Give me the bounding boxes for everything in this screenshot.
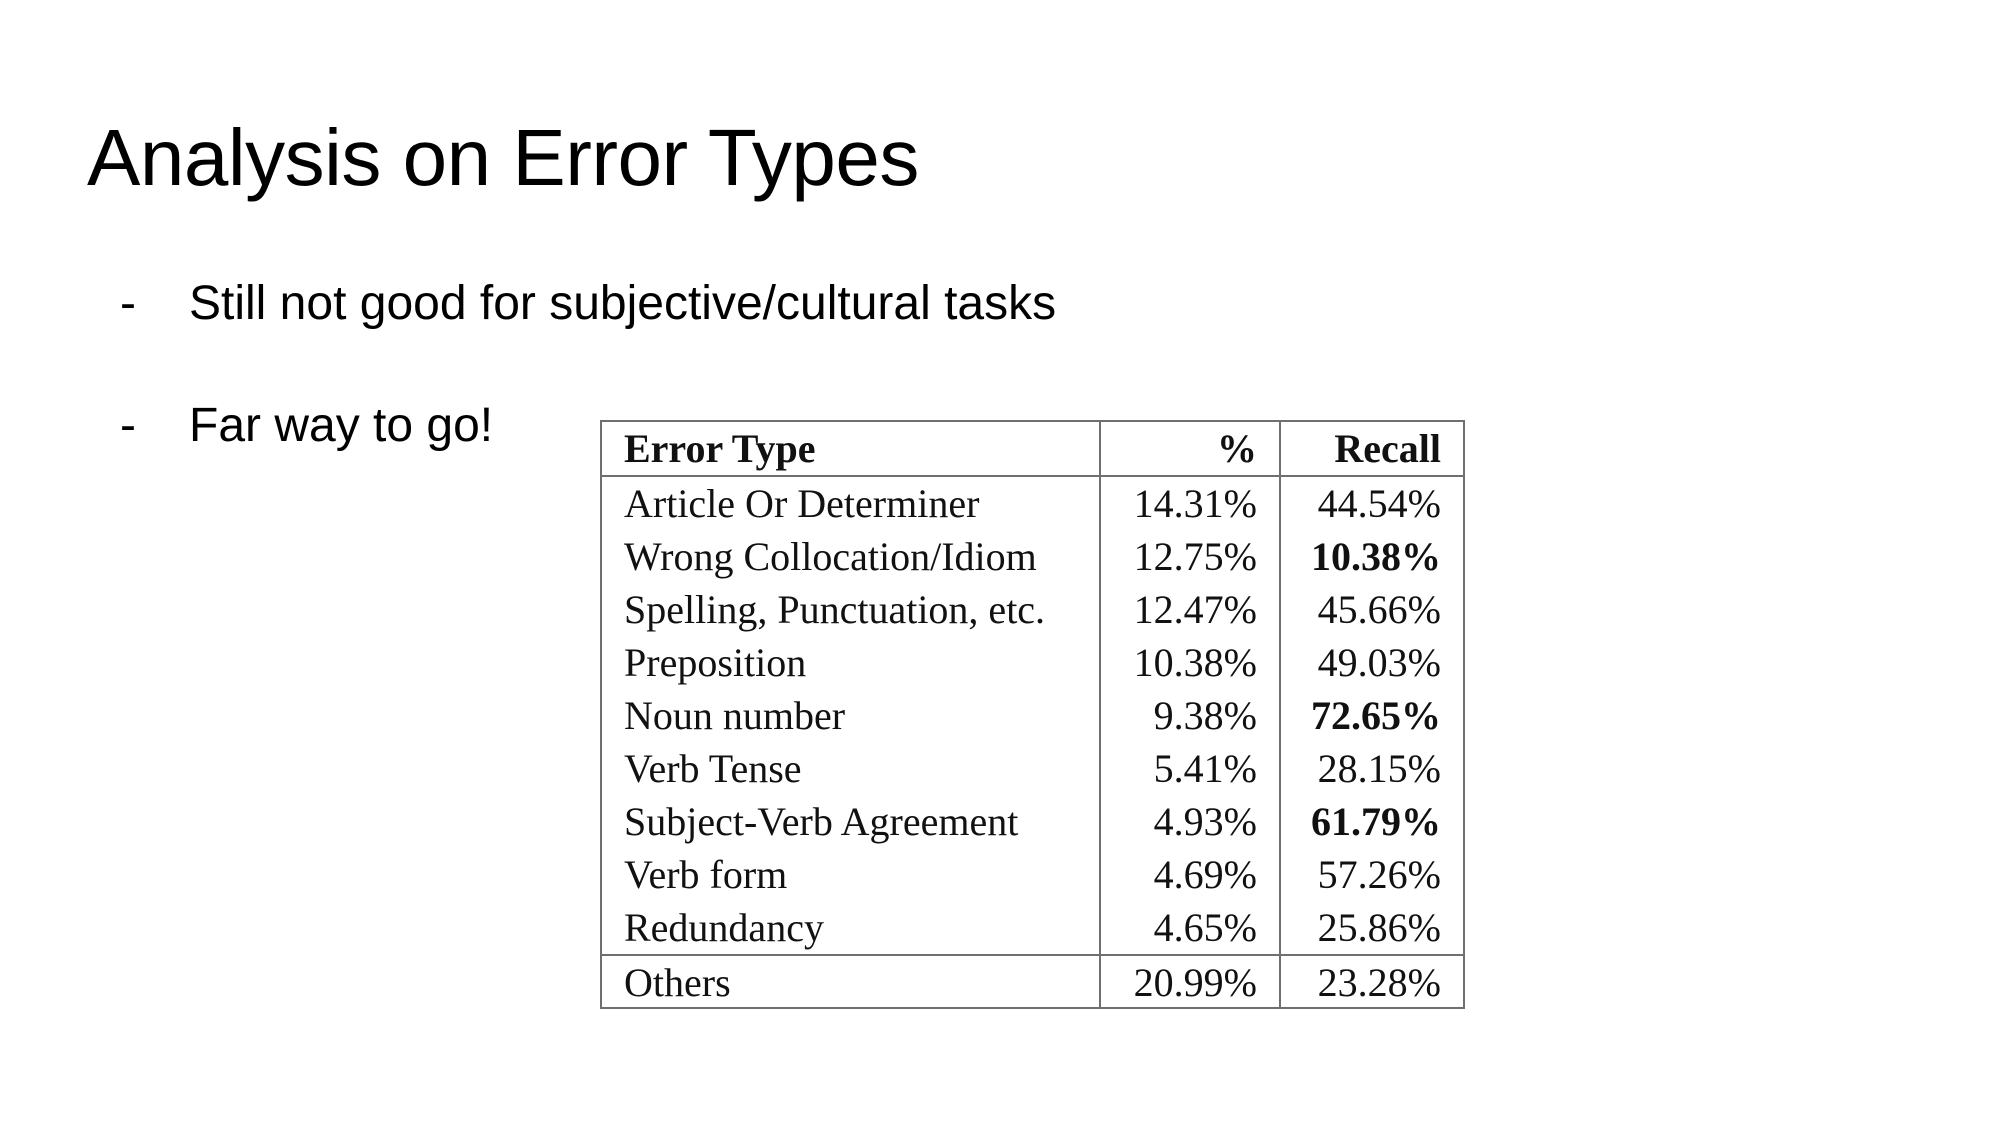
header-recall: Recall: [1280, 422, 1463, 477]
bullet-marker: -: [120, 277, 136, 330]
cell-error-type: Verb Tense: [602, 742, 1101, 795]
table-row: Verb form 4.69% 57.26%: [602, 848, 1463, 901]
table-row: Preposition 10.38% 49.03%: [602, 636, 1463, 689]
cell-percent: 4.69%: [1100, 848, 1281, 901]
table-header-row: Error Type % Recall: [602, 422, 1463, 477]
table-row: Article Or Determiner 14.31% 44.54%: [602, 476, 1463, 530]
cell-percent: 12.47%: [1100, 583, 1281, 636]
cell-recall: 10.38%: [1311, 534, 1441, 579]
header-error-type: Error Type: [602, 422, 1101, 477]
cell-percent: 12.75%: [1100, 530, 1281, 583]
slide-title: Analysis on Error Types: [87, 113, 919, 202]
cell-error-type: Others: [602, 954, 1101, 1009]
cell-error-type: Verb form: [602, 848, 1101, 901]
cell-error-type: Article Or Determiner: [602, 476, 1101, 530]
error-type-table: Error Type % Recall Article Or Determine…: [602, 422, 1463, 1009]
cell-recall: 61.79%: [1311, 799, 1441, 844]
table-footer-row: Others 20.99% 23.28%: [602, 954, 1463, 1009]
bullet-marker: -: [120, 399, 136, 452]
table-row: Wrong Collocation/Idiom 12.75% 10.38%: [602, 530, 1463, 583]
cell-recall: 57.26%: [1317, 852, 1441, 897]
bullet-text: Far way to go!: [189, 399, 494, 452]
cell-percent: 4.93%: [1100, 795, 1281, 848]
cell-error-type: Redundancy: [602, 901, 1101, 955]
table-row: Subject-Verb Agreement 4.93% 61.79%: [602, 795, 1463, 848]
error-type-table-frame: Error Type % Recall Article Or Determine…: [600, 420, 1465, 1009]
cell-error-type: Spelling, Punctuation, etc.: [602, 583, 1101, 636]
cell-error-type: Wrong Collocation/Idiom: [602, 530, 1101, 583]
cell-percent: 14.31%: [1100, 476, 1281, 530]
bullet-text: Still not good for subjective/cultural t…: [189, 277, 1057, 330]
cell-recall: 25.86%: [1317, 905, 1441, 950]
cell-percent: 10.38%: [1100, 636, 1281, 689]
cell-error-type: Subject-Verb Agreement: [602, 795, 1101, 848]
cell-recall: 23.28%: [1280, 954, 1463, 1009]
table-row: Redundancy 4.65% 25.86%: [602, 901, 1463, 955]
cell-recall: 28.15%: [1317, 746, 1441, 791]
cell-error-type: Noun number: [602, 689, 1101, 742]
cell-percent: 4.65%: [1100, 901, 1281, 955]
cell-recall: 72.65%: [1311, 693, 1441, 738]
cell-percent: 9.38%: [1100, 689, 1281, 742]
cell-percent: 5.41%: [1100, 742, 1281, 795]
table-row: Spelling, Punctuation, etc. 12.47% 45.66%: [602, 583, 1463, 636]
cell-recall: 45.66%: [1317, 587, 1441, 632]
cell-recall: 44.54%: [1317, 481, 1441, 526]
table-row: Noun number 9.38% 72.65%: [602, 689, 1463, 742]
table-body: Article Or Determiner 14.31% 44.54% Wrong C…: [602, 476, 1463, 955]
cell-percent: 20.99%: [1100, 954, 1281, 1009]
cell-recall: 49.03%: [1317, 640, 1441, 685]
table-row: Verb Tense 5.41% 28.15%: [602, 742, 1463, 795]
cell-error-type: Preposition: [602, 636, 1101, 689]
header-percent: %: [1100, 422, 1281, 477]
